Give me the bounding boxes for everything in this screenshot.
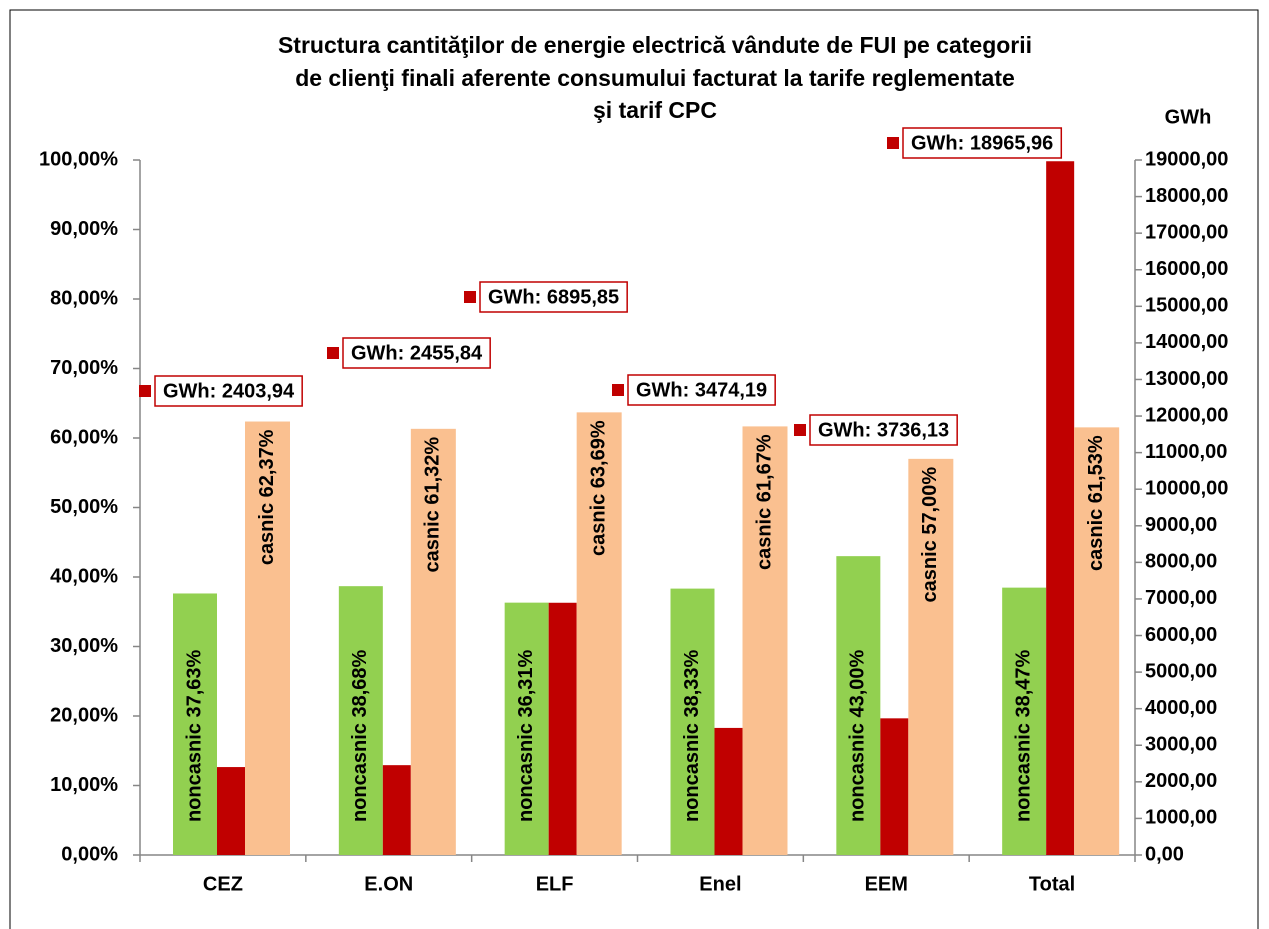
data-label: GWh: 2455,84 [351, 342, 483, 364]
bar [880, 718, 909, 855]
data-label: casnic 61,53% [1085, 435, 1107, 571]
bar [1046, 161, 1075, 856]
y2-tick-label: 17000,00 [1145, 221, 1228, 243]
label-marker [887, 137, 899, 149]
data-label: noncasnic 38,68% [349, 649, 371, 822]
y-tick-label: 30,00% [50, 635, 118, 657]
y2-tick-label: 9000,00 [1145, 514, 1217, 536]
x-tick-label: E.ON [364, 873, 413, 895]
y2-axis-label: GWh [1165, 106, 1212, 128]
x-tick-label: Total [1029, 873, 1075, 895]
data-label: GWh: 6895,85 [488, 286, 619, 308]
data-label: noncasnic 37,63% [183, 649, 205, 822]
y-tick-label: 40,00% [50, 565, 118, 587]
bar [504, 602, 549, 855]
data-label-box [809, 414, 958, 446]
data-label: GWh: 3474,19 [636, 379, 767, 401]
y2-tick-label: 6000,00 [1145, 624, 1217, 646]
y-tick-label: 20,00% [50, 704, 118, 726]
data-label: GWh: 2403,94 [163, 380, 295, 402]
y-tick-label: 60,00% [50, 426, 118, 448]
data-label: casnic 61,67% [753, 434, 775, 570]
data-label-box [479, 281, 628, 313]
x-tick-label: EEM [865, 873, 908, 895]
y-tick-label: 50,00% [50, 496, 118, 518]
chart-frame [9, 9, 1259, 929]
data-label-box [342, 337, 491, 369]
y2-tick-label: 13000,00 [1145, 368, 1228, 390]
y2-tick-label: 16000,00 [1145, 258, 1228, 280]
data-label: GWh: 18965,96 [911, 132, 1053, 154]
data-label: casnic 63,69% [587, 420, 609, 556]
data-label-box [627, 374, 776, 406]
chart-title: de clienţi finali aferente consumului fa… [295, 65, 1015, 91]
y2-tick-label: 5000,00 [1145, 660, 1217, 682]
chart-title: Structura cantităţilor de energie electr… [278, 32, 1032, 58]
data-label: GWh: 3736,13 [818, 419, 949, 441]
x-tick-label: ELF [536, 873, 574, 895]
bar [714, 727, 743, 855]
y2-tick-label: 11000,00 [1145, 441, 1227, 463]
y2-tick-label: 0,00 [1145, 843, 1184, 865]
y2-tick-label: 14000,00 [1145, 331, 1228, 353]
bar [410, 428, 456, 855]
bar [173, 593, 217, 855]
bar [670, 588, 715, 855]
y2-tick-label: 15000,00 [1145, 295, 1228, 317]
bar [245, 421, 290, 855]
bar [338, 586, 383, 855]
y-tick-label: 0,00% [61, 843, 118, 865]
x-tick-label: CEZ [203, 873, 243, 895]
bar [836, 556, 881, 855]
label-marker [612, 384, 624, 396]
y2-tick-label: 10000,00 [1145, 477, 1228, 499]
y2-tick-label: 2000,00 [1145, 770, 1217, 792]
y-tick-label: 10,00% [50, 774, 118, 796]
y-tick-label: 90,00% [50, 218, 118, 240]
bar [1002, 587, 1047, 855]
chart-title: şi tarif CPC [593, 97, 717, 123]
y2-tick-label: 19000,00 [1145, 148, 1228, 170]
y2-tick-label: 7000,00 [1145, 587, 1217, 609]
label-marker [464, 291, 476, 303]
data-label: noncasnic 38,33% [681, 649, 703, 822]
data-label-box [154, 375, 303, 407]
data-label: casnic 61,32% [422, 437, 444, 573]
y2-tick-label: 12000,00 [1145, 404, 1228, 426]
data-label: noncasnic 36,31% [515, 649, 537, 822]
bar [742, 426, 788, 855]
y-tick-label: 70,00% [50, 357, 118, 379]
bar [217, 767, 245, 855]
bar [382, 765, 411, 855]
bar [1074, 427, 1120, 855]
y2-tick-label: 1000,00 [1145, 807, 1217, 829]
label-marker [327, 347, 339, 359]
y2-tick-label: 18000,00 [1145, 185, 1228, 207]
data-label: noncasnic 43,00% [847, 649, 869, 822]
bar [576, 412, 622, 855]
data-label-box [902, 127, 1063, 159]
y-tick-label: 100,00% [39, 148, 118, 170]
y2-tick-label: 3000,00 [1145, 734, 1217, 756]
y-tick-label: 80,00% [50, 287, 118, 309]
y2-tick-label: 4000,00 [1145, 697, 1217, 719]
y2-tick-label: 8000,00 [1145, 551, 1217, 573]
x-tick-label: Enel [699, 873, 741, 895]
bar [908, 458, 954, 855]
data-label: noncasnic 38,47% [1012, 649, 1034, 822]
bar [548, 602, 577, 855]
data-label: casnic 62,37% [256, 429, 278, 565]
label-marker [139, 385, 151, 397]
label-marker [794, 424, 806, 436]
data-label: casnic 57,00% [919, 467, 941, 603]
